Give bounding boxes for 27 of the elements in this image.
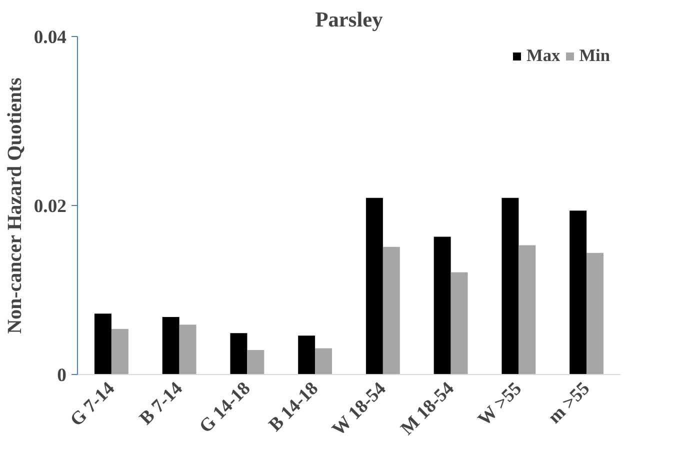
x-tick-label: W >55 xyxy=(474,378,526,430)
bar xyxy=(434,236,451,374)
y-tick-label: 0.02 xyxy=(34,196,67,217)
bar xyxy=(111,328,128,374)
bar xyxy=(315,348,332,374)
y-tick-label: 0.04 xyxy=(34,27,67,48)
bar xyxy=(162,317,180,374)
bar xyxy=(570,210,587,374)
bar xyxy=(179,324,196,374)
bar xyxy=(502,198,519,374)
bar xyxy=(450,272,468,374)
bar xyxy=(586,252,604,374)
y-axis-title: Non-cancer Hazard Quotients xyxy=(4,77,26,334)
x-tick-label: G 7-14 xyxy=(66,378,119,431)
legend-label: Min xyxy=(579,46,610,66)
bar xyxy=(230,333,248,374)
bar xyxy=(382,246,400,374)
chart-title: Parsley xyxy=(315,8,384,32)
legend-label: Max xyxy=(526,46,560,66)
x-tick-label: m >55 xyxy=(544,378,594,428)
y-tick-label: 0 xyxy=(57,365,66,386)
x-tick-label: B 7-14 xyxy=(136,378,187,430)
bar xyxy=(298,336,316,374)
bar xyxy=(518,245,536,374)
bar xyxy=(94,314,112,374)
bar xyxy=(366,198,383,374)
bar xyxy=(247,350,264,374)
